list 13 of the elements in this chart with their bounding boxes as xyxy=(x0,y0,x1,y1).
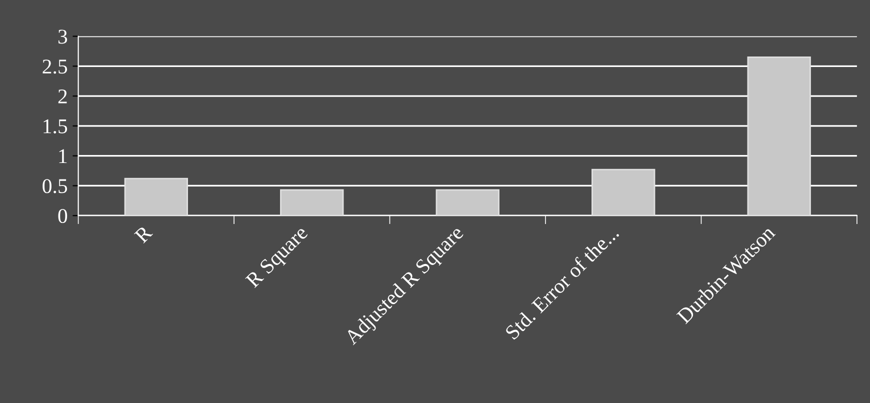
y-tick-label: 1.5 xyxy=(44,119,68,134)
y-tick-label: 1 xyxy=(59,149,67,164)
bar xyxy=(747,56,811,216)
y-tick-label: 3 xyxy=(58,30,68,44)
x-tick-label: R xyxy=(134,224,154,244)
bar xyxy=(592,168,656,216)
bar xyxy=(436,189,500,216)
y-tick-label: 2 xyxy=(58,89,67,104)
y-tick-label: 2.5 xyxy=(42,60,68,74)
y-tick-label: 0 xyxy=(58,208,68,224)
bar xyxy=(280,189,344,216)
y-tick-label: 0.5 xyxy=(42,179,68,194)
bar xyxy=(124,178,188,216)
